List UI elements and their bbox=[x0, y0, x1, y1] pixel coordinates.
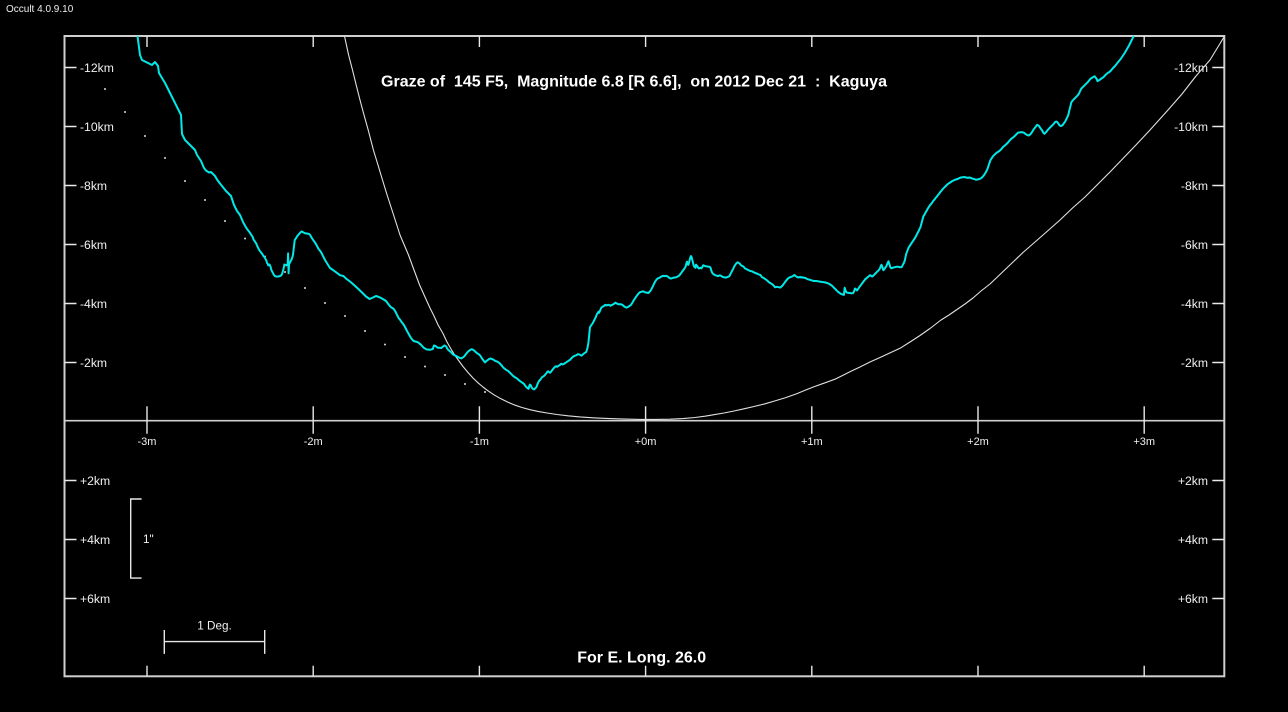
svg-text:-1m: -1m bbox=[470, 436, 489, 448]
svg-text:-2m: -2m bbox=[304, 436, 323, 448]
svg-text:-8km: -8km bbox=[80, 179, 107, 193]
svg-text:1": 1" bbox=[143, 533, 154, 546]
svg-text:-8km: -8km bbox=[1181, 179, 1208, 193]
svg-text:-2km: -2km bbox=[1181, 356, 1208, 370]
svg-text:+3m: +3m bbox=[1133, 436, 1155, 448]
svg-text:For E. Long. 26.0: For E. Long. 26.0 bbox=[577, 650, 706, 667]
svg-text:-10km: -10km bbox=[1174, 120, 1208, 134]
svg-text:-4km: -4km bbox=[1181, 297, 1208, 311]
svg-text:+2km: +2km bbox=[1178, 474, 1208, 488]
svg-text:+4km: +4km bbox=[80, 533, 110, 547]
svg-text:-12km: -12km bbox=[1174, 61, 1208, 75]
svg-text:Graze of 145 F5, Magnitude 6: Graze of 145 F5, Magnitude 6.8 [R 6.6], … bbox=[381, 74, 887, 91]
svg-text:-4km: -4km bbox=[80, 297, 107, 311]
svg-text:+1m: +1m bbox=[801, 436, 823, 448]
svg-text:Occult 4.0.9.10: Occult 4.0.9.10 bbox=[6, 4, 74, 15]
svg-text:-3m: -3m bbox=[138, 436, 157, 448]
svg-text:1 Deg.: 1 Deg. bbox=[197, 620, 231, 633]
svg-text:+0m: +0m bbox=[635, 436, 657, 448]
svg-text:-2km: -2km bbox=[80, 356, 107, 370]
svg-text:-12km: -12km bbox=[80, 61, 114, 75]
svg-text:+4km: +4km bbox=[1178, 533, 1208, 547]
svg-text:+2m: +2m bbox=[967, 436, 989, 448]
svg-text:-6km: -6km bbox=[80, 238, 107, 252]
svg-text:+6km: +6km bbox=[80, 592, 110, 606]
svg-text:-10km: -10km bbox=[80, 120, 114, 134]
svg-text:+2km: +2km bbox=[80, 474, 110, 488]
svg-text:+6km: +6km bbox=[1178, 592, 1208, 606]
svg-text:-6km: -6km bbox=[1181, 238, 1208, 252]
